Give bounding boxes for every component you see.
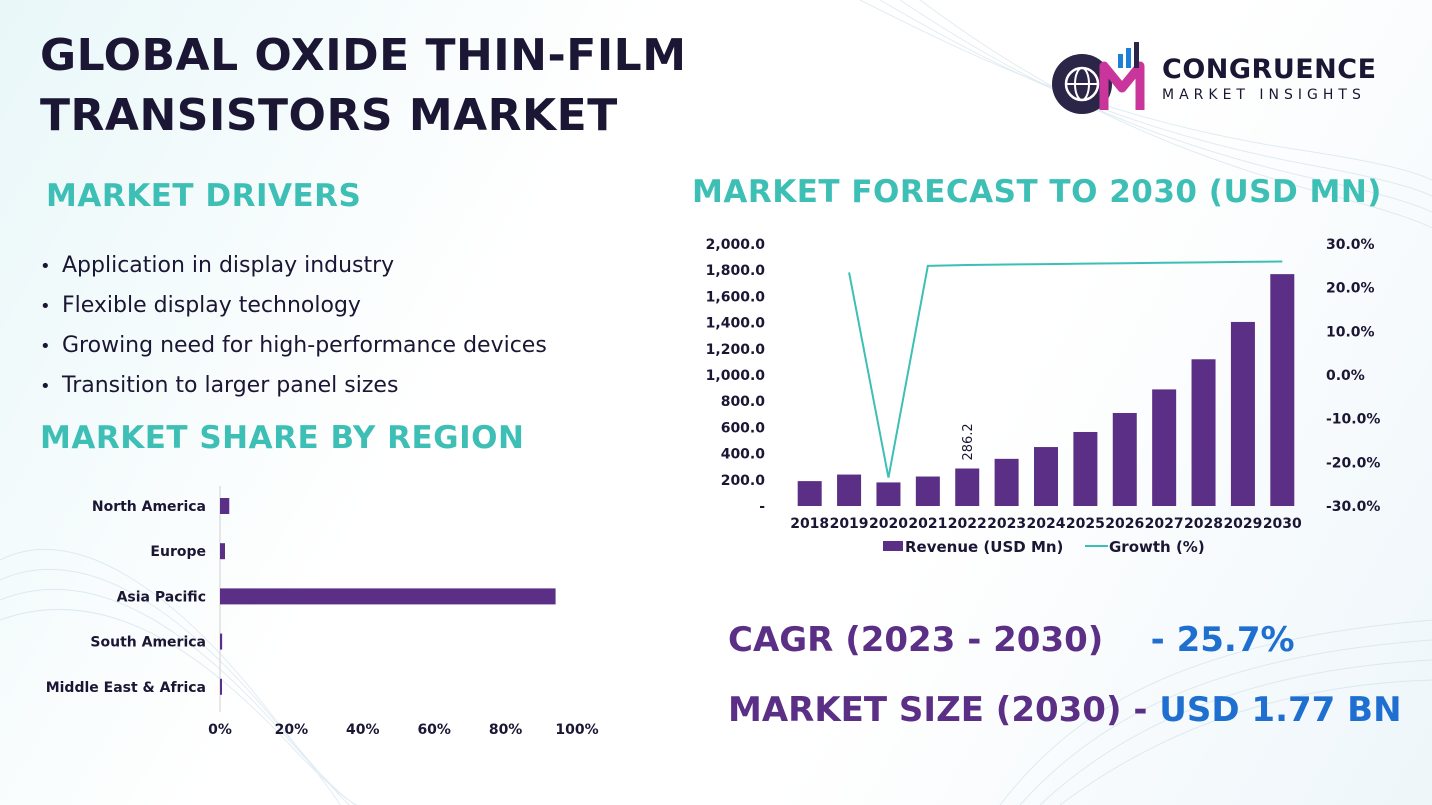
driver-text: Transition to larger panel sizes [62, 373, 399, 398]
x-axis-tick: 2026 [1105, 516, 1144, 532]
driver-text: Growing need for high-performance device… [62, 333, 547, 358]
driver-text: Application in display industry [62, 253, 395, 278]
cagr-stat: CAGR (2023 - 2030) - 25.7% [728, 620, 1295, 660]
revenue-bar [1112, 412, 1137, 506]
revenue-bar [1073, 431, 1098, 506]
x-axis-tick: 2024 [1027, 516, 1066, 532]
region-share-chart: North America Europe Asia Pacific South Ame… [46, 486, 599, 738]
x-axis-tick: 2020 [869, 516, 908, 532]
x-axis-tick: 2019 [830, 516, 869, 532]
logo-tagline: MARKET INSIGHTS [1162, 87, 1366, 103]
x-axis-tick: 2018 [790, 516, 829, 532]
title-line-1: GLOBAL OXIDE THIN-FILM [40, 30, 687, 81]
driver-item: • Growing need for high-performance devic… [40, 326, 547, 366]
bullet-dot: • [40, 376, 51, 397]
region-label: Asia Pacific [117, 589, 206, 605]
x-axis-tick: 100% [555, 722, 598, 738]
right-axis-tick: 0.0% [1326, 368, 1365, 384]
bullet-dot: • [40, 256, 51, 277]
revenue-bar [797, 481, 822, 506]
revenue-bar [1270, 274, 1295, 506]
region-share-bar [220, 678, 222, 695]
bullet-dot: • [40, 296, 51, 317]
left-axis-tick: 2,000.0 [706, 237, 766, 253]
right-axis-tick: -20.0% [1326, 455, 1380, 471]
region-share-bar [220, 498, 230, 514]
x-axis-tick: 80% [489, 722, 523, 738]
x-axis-tick: 40% [346, 722, 380, 738]
revenue-bar [1034, 447, 1058, 506]
market-size-stat: MARKET SIZE (2030) - USD 1.77 BN [728, 690, 1402, 730]
x-axis-tick: 2030 [1263, 516, 1302, 532]
cagr-label: CAGR (2023 - 2030) [728, 620, 1104, 660]
logo-mark-icon [1052, 42, 1145, 114]
left-axis-tick: 1,600.0 [706, 289, 766, 305]
region-label: Middle East & Africa [46, 680, 206, 696]
legend-growth-label: Growth (%) [1109, 538, 1205, 556]
region-label: North America [92, 499, 206, 515]
left-axis-tick: 1,200.0 [706, 342, 766, 358]
x-axis-tick: 2029 [1223, 516, 1262, 532]
right-axis-tick: 20.0% [1326, 281, 1375, 297]
page-title: GLOBAL OXIDE THIN-FILM TRANSISTORS MARKE… [40, 26, 687, 146]
x-axis-tick: 2021 [908, 516, 947, 532]
bar-data-label: 286.2 [961, 423, 976, 460]
right-axis-tick: 10.0% [1326, 324, 1375, 340]
right-axis-tick: -10.0% [1326, 412, 1380, 428]
region-share-bar [220, 588, 556, 605]
left-axis-tick: 400.0 [721, 447, 766, 463]
revenue-bar [1152, 389, 1177, 506]
legend-revenue-swatch [883, 541, 903, 551]
left-axis-tick: 1,400.0 [706, 316, 766, 332]
forecast-chart: - 200.0 400.0 600.0 800.0 1,000.0 1,200.0 1,400… [706, 237, 1381, 556]
drivers-list: • Application in display industry • Flexib… [40, 246, 547, 406]
left-axis-tick: - [759, 499, 765, 515]
region-share-bar [220, 633, 223, 650]
right-axis-tick: 30.0% [1326, 237, 1375, 253]
driver-item: • Flexible display technology [40, 286, 547, 326]
title-line-2: TRANSISTORS MARKET [40, 90, 618, 141]
driver-item: • Transition to larger panel sizes [40, 366, 547, 406]
revenue-bar [837, 474, 862, 506]
bullet-dot: • [40, 336, 51, 357]
region-share-heading: MARKET SHARE BY REGION [40, 420, 525, 456]
left-axis-tick: 1,800.0 [706, 263, 766, 279]
x-axis-tick: 0% [208, 722, 232, 738]
left-axis-tick: 800.0 [721, 394, 766, 410]
region-label: Europe [150, 544, 206, 560]
left-axis-tick: 200.0 [721, 473, 766, 489]
x-axis-tick: 60% [417, 722, 451, 738]
x-axis-tick: 2028 [1184, 516, 1223, 532]
revenue-bar [1191, 359, 1216, 506]
x-axis-tick: 2025 [1066, 516, 1105, 532]
logo-name: CONGRUENCE [1162, 54, 1377, 85]
revenue-bar [1230, 321, 1255, 506]
left-axis-tick: 1,000.0 [706, 368, 766, 384]
driver-item: • Application in display industry [40, 246, 547, 286]
drivers-heading: MARKET DRIVERS [46, 178, 362, 214]
region-label: South America [90, 635, 206, 651]
revenue-bar [915, 476, 940, 506]
market-size-value: USD 1.77 BN [1159, 690, 1402, 730]
revenue-bar [876, 482, 901, 506]
revenue-bar [994, 458, 1019, 506]
left-axis-tick: 600.0 [721, 420, 766, 436]
revenue-bar [955, 468, 980, 506]
cagr-value: - 25.7% [1150, 620, 1295, 660]
x-axis-tick: 2027 [1145, 516, 1184, 532]
legend-revenue-label: Revenue (USD Mn) [905, 538, 1063, 556]
growth-line [848, 260, 1283, 478]
x-axis-tick: 2023 [987, 516, 1026, 532]
region-share-bar [220, 543, 225, 560]
company-logo: CONGRUENCE MARKET INSIGHTS [1044, 40, 1404, 122]
right-axis-tick: -30.0% [1326, 499, 1380, 515]
forecast-heading: MARKET FORECAST TO 2030 (USD MN) [692, 174, 1382, 210]
x-axis-tick: 20% [275, 722, 309, 738]
market-size-label: MARKET SIZE (2030) - [728, 690, 1160, 730]
x-axis-tick: 2022 [948, 516, 987, 532]
driver-text: Flexible display technology [62, 293, 361, 318]
